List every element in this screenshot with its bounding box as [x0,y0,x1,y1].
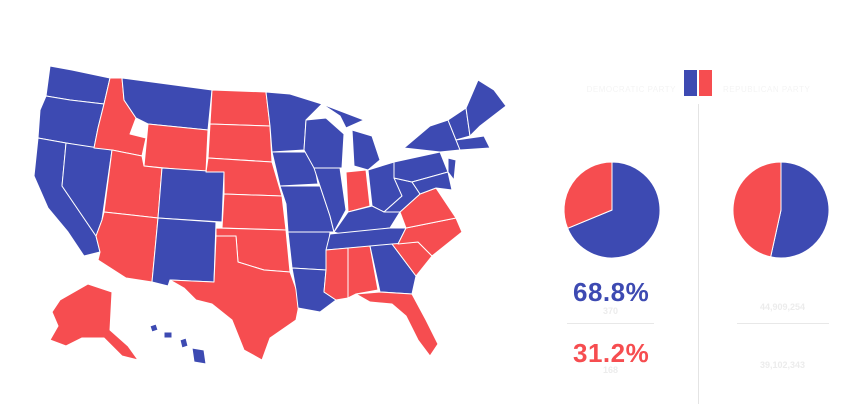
electoral-votes-pie [563,161,661,259]
us-election-map [33,65,507,365]
pie-slice-republican [563,161,613,229]
popular-votes-pie [732,161,830,259]
pie-slice-democrat [566,161,661,259]
state-az [95,211,159,283]
candidate-dem-party: DEMOCRATIC PARTY [586,85,676,94]
map-title: Election map [34,40,106,55]
state-nd [209,89,271,127]
dem-color-swatch [684,70,697,96]
rep-color-swatch [699,70,712,96]
column-divider [698,104,699,404]
popular-rep-votes: 39,102,343 [760,360,806,370]
state-wi [303,117,345,169]
state-ma-ct-ri [455,135,491,151]
state-mt [121,77,213,131]
candidate-rep-name: George H. W. Bush [723,70,814,81]
state-hi [149,323,207,365]
candidate-dem-name: Bill Clinton [623,70,676,81]
state-ga [369,243,417,295]
popular-votes-title: Popular votes [740,124,814,139]
popular-dem-votes: 44,909,254 [760,302,806,312]
state-tx [169,235,301,361]
state-ms [323,247,349,301]
state-wy [143,123,209,173]
state-ia [271,151,319,187]
candidates-title: Candidates [662,40,722,55]
popular-divider [737,323,829,324]
state-md [411,171,453,195]
state-ar [287,231,331,271]
state-al [347,245,379,299]
state-me [465,79,507,137]
pie-slice-republican [732,161,782,258]
candidate-rep-party: REPUBLICAN PARTY [723,85,811,94]
state-ks [221,193,287,231]
state-fl [355,291,439,357]
state-mi [321,103,381,171]
electoral-dem-votes: 370 [603,306,619,316]
state-in [345,169,371,213]
electoral-votes-title: Electoral votes [564,124,644,139]
electoral-rep-votes: 168 [603,365,619,375]
pie-slice-democrat [770,161,830,259]
state-nm [151,217,217,287]
state-co [157,167,225,223]
state-nj [447,157,457,181]
state-sd [207,123,273,163]
state-ak [49,283,139,361]
electoral-rep-percent: 31.2% [573,338,650,368]
electoral-divider [567,323,654,324]
electoral-dem-percent: 68.8% [573,277,650,307]
